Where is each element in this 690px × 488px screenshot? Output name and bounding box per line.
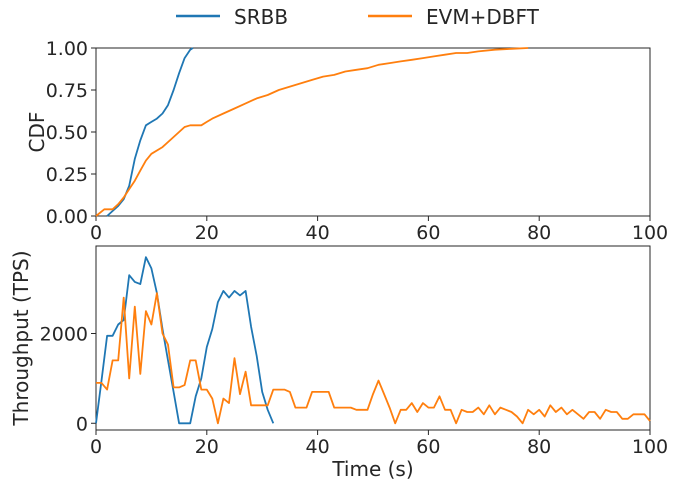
y-tick-label: 2000 [40,324,88,346]
x-tick-label: 80 [527,222,551,244]
legend-evm-label: EVM+DBFT [426,5,540,29]
y-tick-label: 0.00 [46,206,88,228]
throughput-y-axis-label: Throughput (TPS) [9,250,33,426]
throughput-x-ticks: 0 20 40 60 80 100 [90,430,668,458]
y-tick-label: 0.75 [46,80,88,102]
x-tick-label: 40 [306,436,330,458]
x-tick-label: 100 [632,222,668,244]
x-tick-label: 0 [90,222,102,244]
x-tick-label: 60 [416,436,440,458]
throughput-lines [95,256,651,425]
cdf-lines [95,47,529,217]
cdf-y-ticks: 0.00 0.25 0.50 0.75 1.00 [46,38,96,228]
y-tick-label: 0.25 [46,164,88,186]
x-tick-label: 20 [195,436,219,458]
throughput-y-ticks: 0 2000 [40,324,96,435]
throughput-panel: 0 2000 0 20 40 60 80 100 Throughput (TPS) Time… [9,245,668,481]
x-tick-label: 20 [195,222,219,244]
x-tick-label: 40 [306,222,330,244]
cdf-x-ticks: 0 20 40 60 80 100 [90,216,668,244]
x-tick-label: 0 [90,436,102,458]
x-tick-label: 60 [416,222,440,244]
y-tick-label: 0 [76,413,88,435]
cdf-y-axis-label: CDF [25,112,49,153]
y-tick-label: 1.00 [46,38,88,60]
series-line-srbb [95,256,275,425]
series-line-evm-dbft [95,47,529,217]
x-tick-label: 80 [527,436,551,458]
cdf-panel: 0.00 0.25 0.50 0.75 1.00 0 20 40 60 80 100 CDF [25,38,668,244]
legend: SRBB EVM+DBFT [176,5,540,29]
series-line-srbb [106,47,194,217]
x-tick-label: 100 [632,436,668,458]
series-line-evm-dbft [96,292,651,425]
legend-srbb-label: SRBB [234,5,288,29]
throughput-x-axis-label: Time (s) [331,457,413,481]
throughput-plot-area [95,245,651,431]
y-tick-label: 0.50 [46,122,88,144]
